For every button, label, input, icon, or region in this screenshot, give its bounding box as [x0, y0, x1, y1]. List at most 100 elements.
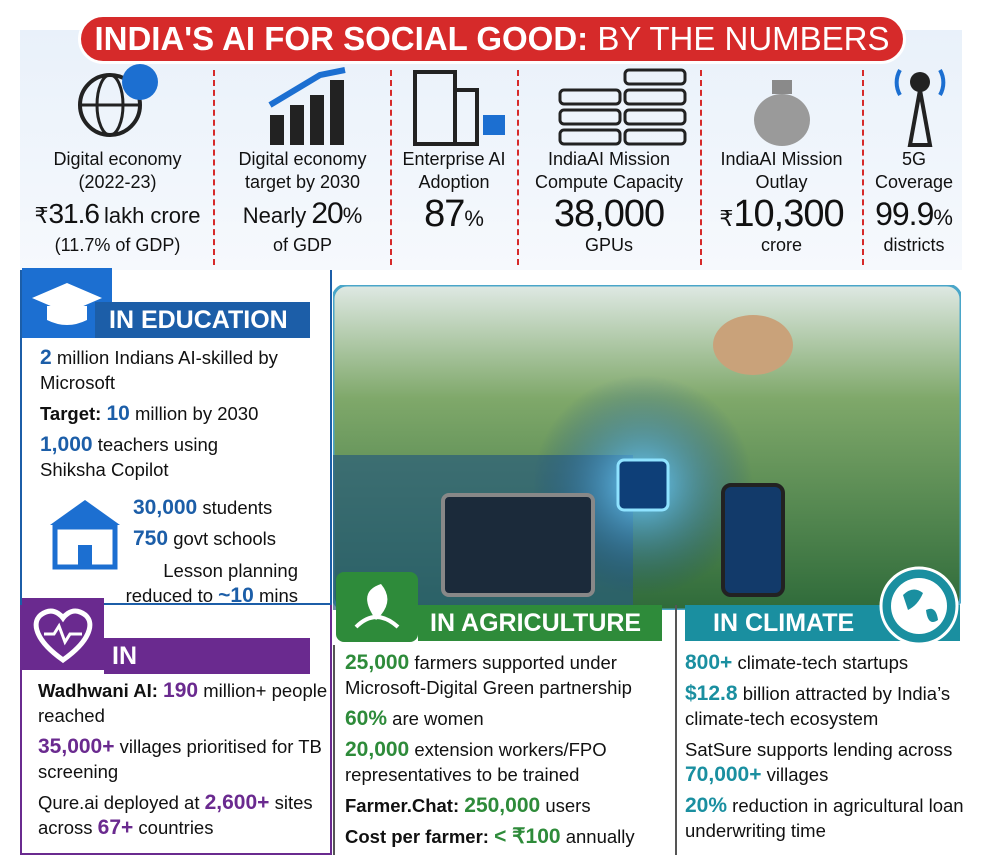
- stat-value: 20: [311, 197, 343, 230]
- item-text: users: [545, 795, 591, 816]
- stat-value: 10,300: [733, 193, 844, 235]
- stat-currency: ₹: [34, 203, 49, 228]
- stat-unit: lakh crore: [103, 203, 201, 228]
- stat: Enterprise AI Adoption 87%: [395, 148, 513, 234]
- server-icon: [558, 68, 687, 146]
- item-text: govt schools: [173, 528, 277, 549]
- stat: IndiaAI Mission Outlay ₹10,300 crore: [703, 148, 860, 257]
- stat-label: IndiaAI Mission Outlay: [720, 149, 843, 192]
- item-number: 60%: [345, 707, 388, 730]
- title-rest: BY THE NUMBERS: [597, 20, 890, 57]
- item-text: million by 2030: [134, 403, 259, 424]
- education-items: 30,000 students 750 govt schools: [133, 495, 323, 557]
- stat: 5G Coverage 99.9% districts: [866, 148, 962, 257]
- item-number: 1,000: [40, 433, 93, 456]
- stat-value: 31.6: [48, 198, 99, 229]
- stat: Digital economy (2022-23) ₹31.6 lakh cro…: [25, 148, 210, 257]
- stat-value: 38,000: [553, 193, 665, 235]
- item-text: annually: [565, 826, 635, 847]
- title-banner: INDIA'S AI FOR SOCIAL GOOD: BY THE NUMBE…: [78, 14, 906, 64]
- stat-label: Digital economy: [53, 149, 182, 169]
- item-text: extension workers/FPO representatives to…: [345, 739, 607, 785]
- money-bag-icon: [754, 80, 810, 146]
- stat-note: of GDP: [272, 235, 333, 255]
- education-items: 2 million Indians AI-skilled by Microsof…: [40, 345, 320, 488]
- item-number: 70,000+: [685, 763, 762, 786]
- item-text: mins: [258, 585, 298, 606]
- globe-icon: [78, 64, 158, 137]
- stats-band: [20, 30, 962, 270]
- stat-label: Enterprise AI Adoption: [402, 149, 506, 192]
- item-number: ~10: [218, 584, 254, 607]
- heart-icon: [22, 598, 104, 670]
- stat-period: (2022-23): [78, 172, 157, 192]
- stat-prefix: Nearly: [242, 203, 307, 228]
- item-text: villages: [766, 764, 829, 785]
- stat-label: IndiaAI Mission Compute Capacity: [534, 149, 684, 192]
- separator: [213, 70, 215, 265]
- healthcare-items: Wadhwani AI: 190 million+ people reached…: [38, 678, 328, 846]
- item-number: 2,600+: [204, 791, 270, 814]
- separator: [862, 70, 864, 265]
- item-text: Lesson planning reduced to: [125, 560, 298, 606]
- section-heading: IN HEALTHCARE: [104, 638, 310, 706]
- section-heading: IN AGRICULTURE: [418, 605, 662, 641]
- item-number: 250,000: [464, 794, 541, 817]
- item-text: million Indians AI-skilled by Microsoft: [40, 347, 278, 393]
- stat-note: crore: [760, 235, 802, 255]
- building-icon: [413, 70, 505, 146]
- item-text: climate-tech startups: [737, 652, 909, 673]
- tower-icon: [894, 69, 946, 147]
- item-text: million+ people reached: [38, 680, 328, 726]
- item-number: 25,000: [345, 651, 410, 674]
- growth-icon: [268, 67, 346, 145]
- item-number: 750: [133, 527, 169, 550]
- title-bold: INDIA'S AI FOR SOCIAL GOOD:: [94, 20, 589, 57]
- item-number: 190: [163, 679, 199, 702]
- item-text: billion attracted by India’s climate-tec…: [685, 683, 951, 729]
- stat-unit: %: [933, 205, 953, 230]
- earth-icon: [879, 566, 959, 646]
- divider: [675, 605, 677, 855]
- healthcare-panel: [20, 605, 332, 855]
- separator: [700, 70, 702, 265]
- item-text: villages prioritised for TB screening: [38, 736, 322, 782]
- stat-note: (11.7% of GDP): [54, 235, 181, 255]
- item-text: are women: [392, 708, 484, 729]
- climate-items: 800+ climate-tech startups $12.8 billion…: [685, 650, 965, 849]
- school-icon: [50, 500, 120, 570]
- item-text: farmers supported under Microsoft-Digita…: [345, 652, 632, 698]
- item-text: countries: [138, 817, 214, 838]
- stat-label: Digital economy target by 2030: [238, 149, 367, 192]
- stat-value: 87: [424, 193, 465, 235]
- agriculture-items: 25,000 farmers supported under Microsoft…: [345, 650, 670, 855]
- item-text: students: [202, 497, 273, 518]
- item-number: < ₹100: [494, 825, 561, 848]
- separator: [517, 70, 519, 265]
- item-text: SatSure supports lending across: [685, 739, 953, 760]
- stat-note: GPUs: [584, 235, 633, 255]
- item-label: Wadhwani AI:: [38, 680, 158, 701]
- item-number: 20%: [685, 794, 728, 817]
- stat-label: 5G Coverage: [874, 149, 954, 192]
- item-number: 67+: [97, 816, 134, 839]
- item-label: Cost per farmer:: [345, 826, 489, 847]
- stat-note: districts: [883, 235, 945, 255]
- item-number: 35,000+: [38, 735, 115, 758]
- item-text: Qure.ai deployed at: [38, 792, 200, 813]
- stat: IndiaAI Mission Compute Capacity 38,000 …: [520, 148, 698, 257]
- stat-icons: [78, 64, 946, 147]
- stat-unit: %: [464, 206, 484, 231]
- illustration: [333, 285, 961, 610]
- stat-value: 99.9: [875, 196, 934, 232]
- item-number: 10: [106, 402, 130, 425]
- item-number: 800+: [685, 651, 733, 674]
- plant-icon: [336, 572, 418, 642]
- item-number: 20,000: [345, 738, 410, 761]
- item-label: Target:: [40, 403, 102, 424]
- stat: Digital economy target by 2030 Nearly 20…: [220, 148, 385, 257]
- stat-currency: ₹: [719, 206, 734, 231]
- item-number: 30,000: [133, 496, 198, 519]
- section-heading: IN EDUCATION: [95, 302, 310, 338]
